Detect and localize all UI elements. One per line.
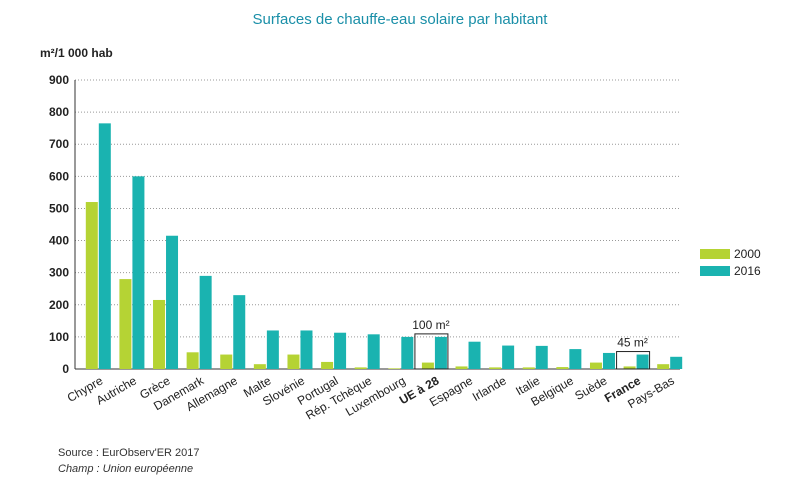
annotation-box [616, 351, 651, 370]
y-axis-label: m²/1 000 hab [40, 46, 113, 60]
bar [153, 299, 166, 369]
legend-label: 2000 [734, 247, 761, 261]
bar [636, 354, 649, 369]
bar [455, 366, 468, 369]
bar [522, 367, 535, 369]
y-tick-label: 800 [49, 105, 69, 119]
bar [354, 367, 367, 369]
bar [220, 354, 233, 369]
bar [119, 279, 132, 369]
bar [421, 362, 434, 369]
bar [468, 341, 481, 369]
y-tick-label: 200 [49, 298, 69, 312]
bar [388, 368, 401, 369]
bar [602, 352, 615, 369]
y-tick-label: 500 [49, 201, 69, 215]
chart-title: Surfaces de chauffe-eau solaire par habi… [253, 11, 549, 28]
bar [98, 123, 111, 369]
bar [166, 235, 179, 369]
bar [253, 364, 266, 369]
bar [589, 362, 602, 369]
bar [670, 356, 683, 369]
y-tick-label: 600 [49, 169, 69, 183]
bar [489, 367, 502, 369]
bar [569, 349, 582, 369]
bar [199, 275, 212, 369]
bar [556, 367, 569, 369]
annotation-label: 45 m² [617, 336, 648, 350]
bar [623, 366, 636, 369]
x-tick-label: Irlande [470, 373, 509, 404]
bar [266, 330, 279, 369]
bar [535, 345, 548, 369]
y-tick-label: 700 [49, 137, 69, 151]
bar [334, 332, 347, 369]
y-tick-label: 300 [49, 266, 69, 280]
bar [132, 176, 145, 369]
y-tick-label: 400 [49, 234, 69, 248]
bar [502, 345, 515, 369]
annotation-box [414, 333, 449, 370]
y-tick-label: 900 [49, 73, 69, 87]
bar [434, 336, 447, 369]
legend-swatch [700, 249, 730, 259]
bar [367, 334, 380, 369]
legend-swatch [700, 266, 730, 276]
annotation-label: 100 m² [412, 318, 449, 332]
bar [300, 330, 313, 369]
bar [401, 336, 414, 369]
y-tick-label: 0 [62, 362, 69, 376]
bar [85, 202, 98, 369]
bar [657, 364, 670, 369]
scope-note: Champ : Union européenne [58, 463, 193, 475]
y-tick-label: 100 [49, 330, 69, 344]
bar [233, 295, 246, 369]
bar [287, 354, 300, 369]
bar [321, 361, 334, 369]
legend-label: 2016 [734, 264, 761, 278]
bar [186, 352, 199, 369]
source-note: Source : EurObserv'ER 2017 [58, 447, 200, 459]
